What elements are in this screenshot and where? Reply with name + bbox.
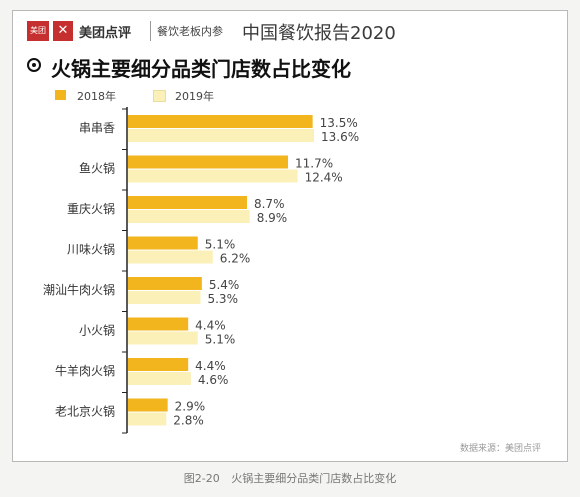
data-source: 数据来源：美团点评 [459,444,541,454]
data-label-2019: 5.3% [207,292,238,306]
report-title: 中国餐饮报告2020 [242,23,396,44]
data-label-2019: 5.1% [205,333,236,347]
data-label-2018: 4.4% [195,359,226,373]
data-label-2019: 2.8% [173,414,204,428]
category-label: 鱼火锅 [79,161,115,176]
data-label-2019: 6.2% [220,252,251,266]
category-label: 牛羊肉火锅 [55,363,115,378]
figure-caption-text: 火锅主要细分品类门店数占比变化 [231,472,397,485]
figure-caption: 图2-20 火锅主要细分品类门店数占比变化 [0,470,580,486]
bar-2018 [128,358,189,371]
bar-2019 [128,169,298,183]
category-label: 小火锅 [79,323,115,338]
report-header: 美团 ✕ 美团点评 餐饮老板内参 中国餐饮报告2020 [27,19,557,49]
data-label-2019: 8.9% [257,211,288,225]
legend-swatch-2018 [55,90,66,100]
category-label: 潮汕牛肉火锅 [43,282,115,297]
data-label-2018: 8.7% [254,197,285,211]
data-label-2018: 5.1% [205,238,236,252]
category-label: 串串香 [79,121,115,135]
brand-name: 美团点评 [79,26,132,41]
data-label-2019: 12.4% [305,171,343,185]
bar-2019 [128,210,250,223]
data-label-2018: 11.7% [295,157,333,171]
figure-number: 图2-20 [183,472,220,485]
bar-2018 [128,317,189,331]
dianping-logo-icon: ✕ [53,21,73,41]
legend-swatch-2019 [153,90,166,102]
bar-2019 [128,129,314,142]
sub-brand-name: 餐饮老板内参 [157,25,223,38]
bar-2018 [128,115,313,128]
category-label: 川味火锅 [67,242,115,257]
legend-label-2018: 2018年 [77,90,116,103]
bar-2019 [128,372,191,385]
bar-chart: 串串香 13.5%13.6% 鱼火锅 11.7%12.4% 重庆火锅 8.7%8.9% 川味… [43,107,359,434]
bar-2019 [128,412,167,426]
header-divider [150,21,151,41]
meituan-logo-icon: 美团 [27,21,49,41]
data-label-2018: 2.9% [175,400,206,414]
legend-label-2019: 2019年 [175,90,214,103]
bar-2018 [128,236,198,250]
category-label: 老北京火锅 [55,404,115,419]
data-label-2018: 4.4% [195,319,226,333]
data-label-2018: 5.4% [209,278,240,292]
chart-card: 美团 ✕ 美团点评 餐饮老板内参 中国餐饮报告2020 火锅主要细分品类门店数占… [12,10,568,462]
category-label: 重庆火锅 [67,201,115,216]
bar-2018 [128,277,202,290]
data-label-2019: 13.6% [321,130,359,144]
data-label-2018: 13.5% [320,116,358,130]
bullet-circle-icon [27,58,41,72]
chart-title: 火锅主要细分品类门店数占比变化 [51,57,351,81]
bar-2019 [128,250,213,264]
bar-2018 [128,196,247,209]
bar-2018 [128,398,168,412]
bar-2019 [128,331,198,345]
bar-2019 [128,291,201,304]
bar-2018 [128,155,289,169]
data-label-2019: 4.6% [198,373,229,387]
